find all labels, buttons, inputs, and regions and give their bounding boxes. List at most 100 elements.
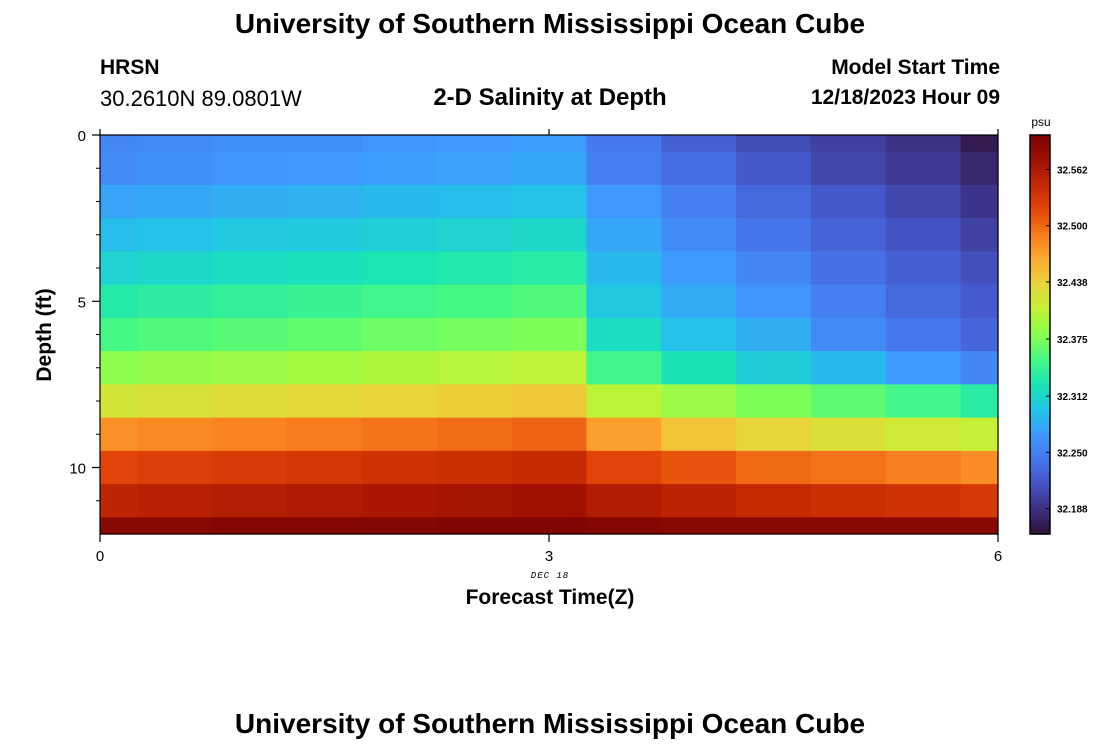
heatmap-cell bbox=[361, 417, 438, 452]
heatmap-cell bbox=[810, 284, 887, 319]
colorbar-swatch bbox=[1030, 519, 1050, 523]
y-tick-label: 5 bbox=[78, 294, 86, 311]
colorbar-swatch bbox=[1030, 431, 1050, 435]
colorbar-swatch bbox=[1030, 441, 1050, 445]
colorbar-swatch bbox=[1030, 394, 1050, 398]
heatmap-cell bbox=[586, 184, 662, 219]
heatmap-cell bbox=[436, 251, 513, 286]
heatmap-cell bbox=[960, 284, 999, 319]
colorbar-swatch bbox=[1030, 272, 1050, 276]
heatmap-cell bbox=[212, 351, 288, 385]
heatmap-cell bbox=[212, 251, 288, 286]
heatmap-cell bbox=[960, 317, 999, 352]
heatmap-cell bbox=[960, 484, 999, 518]
heatmap-cell bbox=[960, 135, 999, 153]
colorbar-swatch bbox=[1030, 307, 1050, 311]
colorbar-swatch bbox=[1030, 284, 1050, 288]
heatmap-cell bbox=[436, 284, 513, 319]
colorbar-swatch bbox=[1030, 451, 1050, 455]
colorbar-swatch bbox=[1030, 521, 1050, 525]
heatmap-cell bbox=[287, 184, 363, 219]
colorbar-swatch bbox=[1030, 267, 1050, 271]
heatmap-cell bbox=[736, 517, 812, 535]
colorbar-swatch bbox=[1030, 317, 1050, 321]
heatmap-cell bbox=[960, 517, 999, 535]
colorbar-swatch bbox=[1030, 167, 1050, 171]
heatmap-cell bbox=[137, 135, 213, 153]
colorbar-swatch bbox=[1030, 476, 1050, 480]
colorbar-swatch bbox=[1030, 486, 1050, 490]
colorbar-swatch bbox=[1030, 314, 1050, 318]
heatmap-cell bbox=[361, 284, 438, 319]
heatmap-cell bbox=[100, 417, 139, 452]
colorbar-swatch bbox=[1030, 509, 1050, 513]
colorbar-swatch bbox=[1030, 349, 1050, 353]
colorbar-swatch bbox=[1030, 179, 1050, 183]
colorbar-swatch bbox=[1030, 204, 1050, 208]
heatmap-cell bbox=[885, 251, 962, 286]
heatmap-cell bbox=[511, 284, 588, 319]
colorbar-swatch bbox=[1030, 511, 1050, 515]
heatmap-cell bbox=[736, 351, 812, 385]
heatmap-cell bbox=[436, 184, 513, 219]
colorbar-swatch bbox=[1030, 356, 1050, 361]
colorbar-swatch bbox=[1030, 436, 1050, 440]
colorbar-swatch bbox=[1030, 359, 1050, 363]
colorbar-swatch bbox=[1030, 466, 1050, 470]
heatmap-cell bbox=[137, 317, 213, 352]
heatmap-cell bbox=[586, 351, 662, 385]
colorbar-swatch bbox=[1030, 252, 1050, 256]
heatmap-cell bbox=[960, 417, 999, 452]
heatmap-cell bbox=[885, 317, 962, 352]
heatmap-cell bbox=[810, 517, 887, 535]
x-date-label: DEC 18 bbox=[531, 571, 569, 581]
colorbar-swatch bbox=[1030, 254, 1050, 258]
colorbar-swatch bbox=[1030, 361, 1050, 366]
colorbar-tick-label: 32.188 bbox=[1057, 505, 1088, 516]
colorbar-swatch bbox=[1030, 489, 1050, 493]
heatmap-cell bbox=[661, 284, 737, 319]
colorbar-swatch bbox=[1030, 297, 1050, 301]
x-tick-label: 0 bbox=[96, 548, 104, 565]
colorbar-swatch bbox=[1030, 416, 1050, 420]
heatmap-cell bbox=[810, 417, 887, 452]
heatmap-cell bbox=[287, 517, 363, 535]
colorbar-swatch bbox=[1030, 334, 1050, 338]
heatmap-cell bbox=[586, 317, 662, 352]
colorbar-swatch bbox=[1030, 332, 1050, 336]
colorbar-swatch bbox=[1030, 292, 1050, 296]
colorbar-swatch bbox=[1030, 194, 1050, 198]
heatmap-cell bbox=[212, 151, 288, 186]
colorbar-swatch bbox=[1030, 501, 1050, 505]
heatmap-cell bbox=[511, 151, 588, 186]
colorbar-swatch bbox=[1030, 257, 1050, 261]
heatmap-cell bbox=[661, 184, 737, 219]
colorbar-swatch bbox=[1030, 514, 1050, 518]
colorbar-swatch bbox=[1030, 192, 1050, 196]
colorbar-swatch bbox=[1030, 494, 1050, 498]
heatmap-cell bbox=[885, 384, 962, 419]
colorbar-swatch bbox=[1030, 439, 1050, 443]
heatmap-cell bbox=[436, 218, 513, 252]
colorbar-swatch bbox=[1030, 322, 1050, 326]
heatmap-cell bbox=[436, 450, 513, 485]
heatmap-cell bbox=[436, 484, 513, 518]
station-id: HRSN bbox=[100, 56, 160, 79]
heatmap-cell bbox=[287, 251, 363, 286]
heatmap-cell bbox=[810, 135, 887, 153]
heatmap-cell bbox=[885, 351, 962, 385]
colorbar-swatch bbox=[1030, 224, 1050, 228]
heatmap-cell bbox=[661, 135, 737, 153]
heatmap-cell bbox=[661, 484, 737, 518]
colorbar-swatch bbox=[1030, 149, 1050, 154]
colorbar-swatch bbox=[1030, 287, 1050, 291]
heatmap-cell bbox=[436, 351, 513, 385]
colorbar-swatch bbox=[1030, 339, 1050, 343]
heatmap-cell bbox=[810, 384, 887, 419]
heatmap-cell bbox=[586, 384, 662, 419]
heatmap-cell bbox=[960, 184, 999, 219]
colorbar-swatch bbox=[1030, 449, 1050, 453]
colorbar-swatch bbox=[1030, 351, 1050, 356]
colorbar-swatch bbox=[1030, 446, 1050, 450]
colorbar-swatch bbox=[1030, 282, 1050, 286]
